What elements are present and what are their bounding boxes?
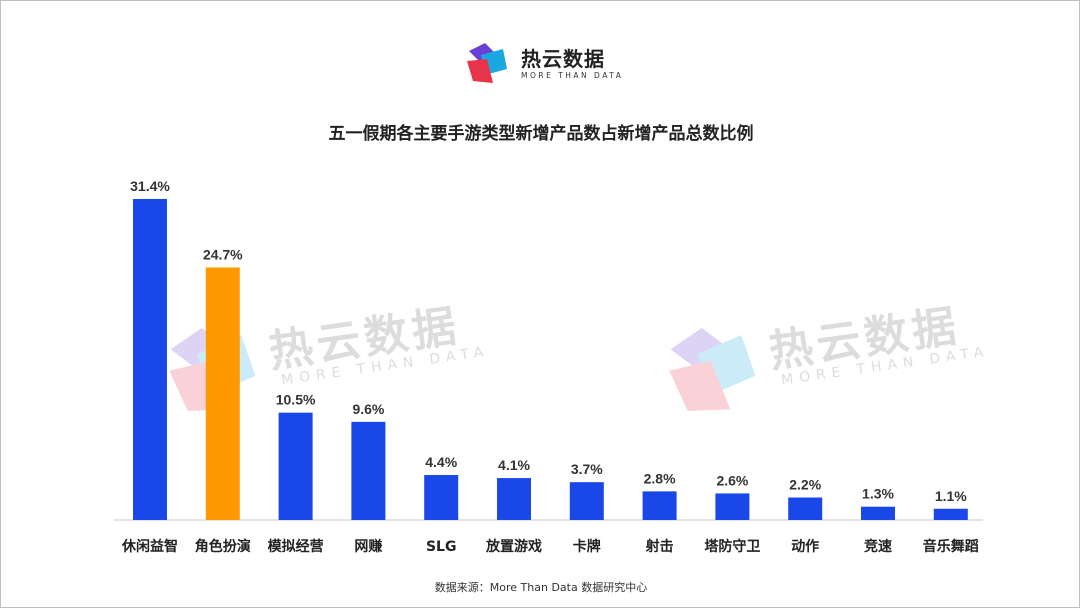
bar-value-label: 1.1% bbox=[935, 488, 967, 504]
category-label: 动作 bbox=[791, 538, 819, 555]
bar bbox=[278, 412, 313, 520]
category-label: 塔防守卫 bbox=[704, 538, 760, 555]
bar-value-label: 10.5% bbox=[276, 392, 316, 408]
bar-value-label: 4.4% bbox=[425, 454, 457, 470]
logo-name: 热云数据 bbox=[521, 47, 605, 71]
category-label: 音乐舞蹈 bbox=[923, 538, 979, 555]
category-label: SLG bbox=[426, 539, 457, 555]
category-label: 竞速 bbox=[864, 538, 892, 555]
logo-tagline: MORE THAN DATA bbox=[521, 71, 624, 80]
bar bbox=[569, 482, 604, 520]
category-label: 模拟经营 bbox=[268, 538, 324, 555]
bar-value-label: 2.2% bbox=[789, 477, 821, 493]
category-label: 网赚 bbox=[354, 538, 382, 555]
bar-value-label: 2.6% bbox=[716, 472, 748, 488]
bar-value-label: 4.1% bbox=[498, 457, 530, 473]
bar bbox=[933, 508, 968, 520]
category-label: 角色扮演 bbox=[195, 538, 251, 555]
bar-value-label: 31.4% bbox=[130, 178, 170, 194]
logo-mark-icon bbox=[467, 43, 507, 83]
bar bbox=[133, 199, 167, 520]
bar bbox=[642, 491, 677, 520]
bar-value-label: 24.7% bbox=[203, 246, 243, 262]
chart-title: 五一假期各主要手游类型新增产品数占新增产品总数比例 bbox=[328, 124, 754, 144]
category-label: 射击 bbox=[645, 538, 674, 555]
bar bbox=[205, 267, 240, 520]
bar-value-label: 1.3% bbox=[862, 486, 894, 502]
bar bbox=[788, 497, 823, 520]
bar bbox=[715, 493, 750, 520]
source-note: 数据来源：More Than Data 数据研究中心 bbox=[434, 581, 648, 594]
bar-value-label: 2.8% bbox=[644, 470, 676, 486]
bar bbox=[424, 475, 459, 520]
bar bbox=[861, 506, 895, 520]
bar bbox=[351, 421, 386, 520]
bar-value-label: 3.7% bbox=[571, 461, 603, 477]
brand-logo: 热云数据 MORE THAN DATA bbox=[463, 41, 623, 89]
bar-value-label: 9.6% bbox=[352, 401, 384, 417]
category-label: 卡牌 bbox=[573, 538, 601, 555]
category-label: 放置游戏 bbox=[485, 538, 542, 555]
bar bbox=[497, 478, 531, 520]
category-label: 休闲益智 bbox=[121, 538, 178, 555]
